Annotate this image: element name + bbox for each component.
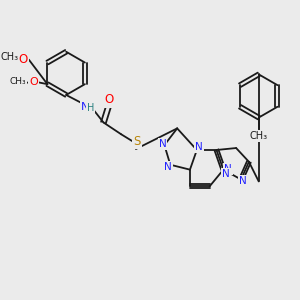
Text: N: N: [159, 139, 166, 149]
Text: S: S: [133, 135, 141, 148]
Text: H: H: [87, 103, 94, 113]
Text: O: O: [18, 53, 28, 66]
Text: N: N: [81, 102, 89, 112]
Text: CH₃: CH₃: [250, 131, 268, 141]
Text: N: N: [222, 169, 230, 178]
Text: N: N: [224, 164, 232, 174]
Text: CH₃: CH₃: [9, 77, 26, 86]
Text: N: N: [195, 142, 203, 152]
Text: O: O: [29, 77, 38, 87]
Text: CH₃: CH₃: [0, 52, 18, 62]
Text: N: N: [164, 162, 172, 172]
Text: N: N: [239, 176, 247, 186]
Text: O: O: [105, 93, 114, 106]
